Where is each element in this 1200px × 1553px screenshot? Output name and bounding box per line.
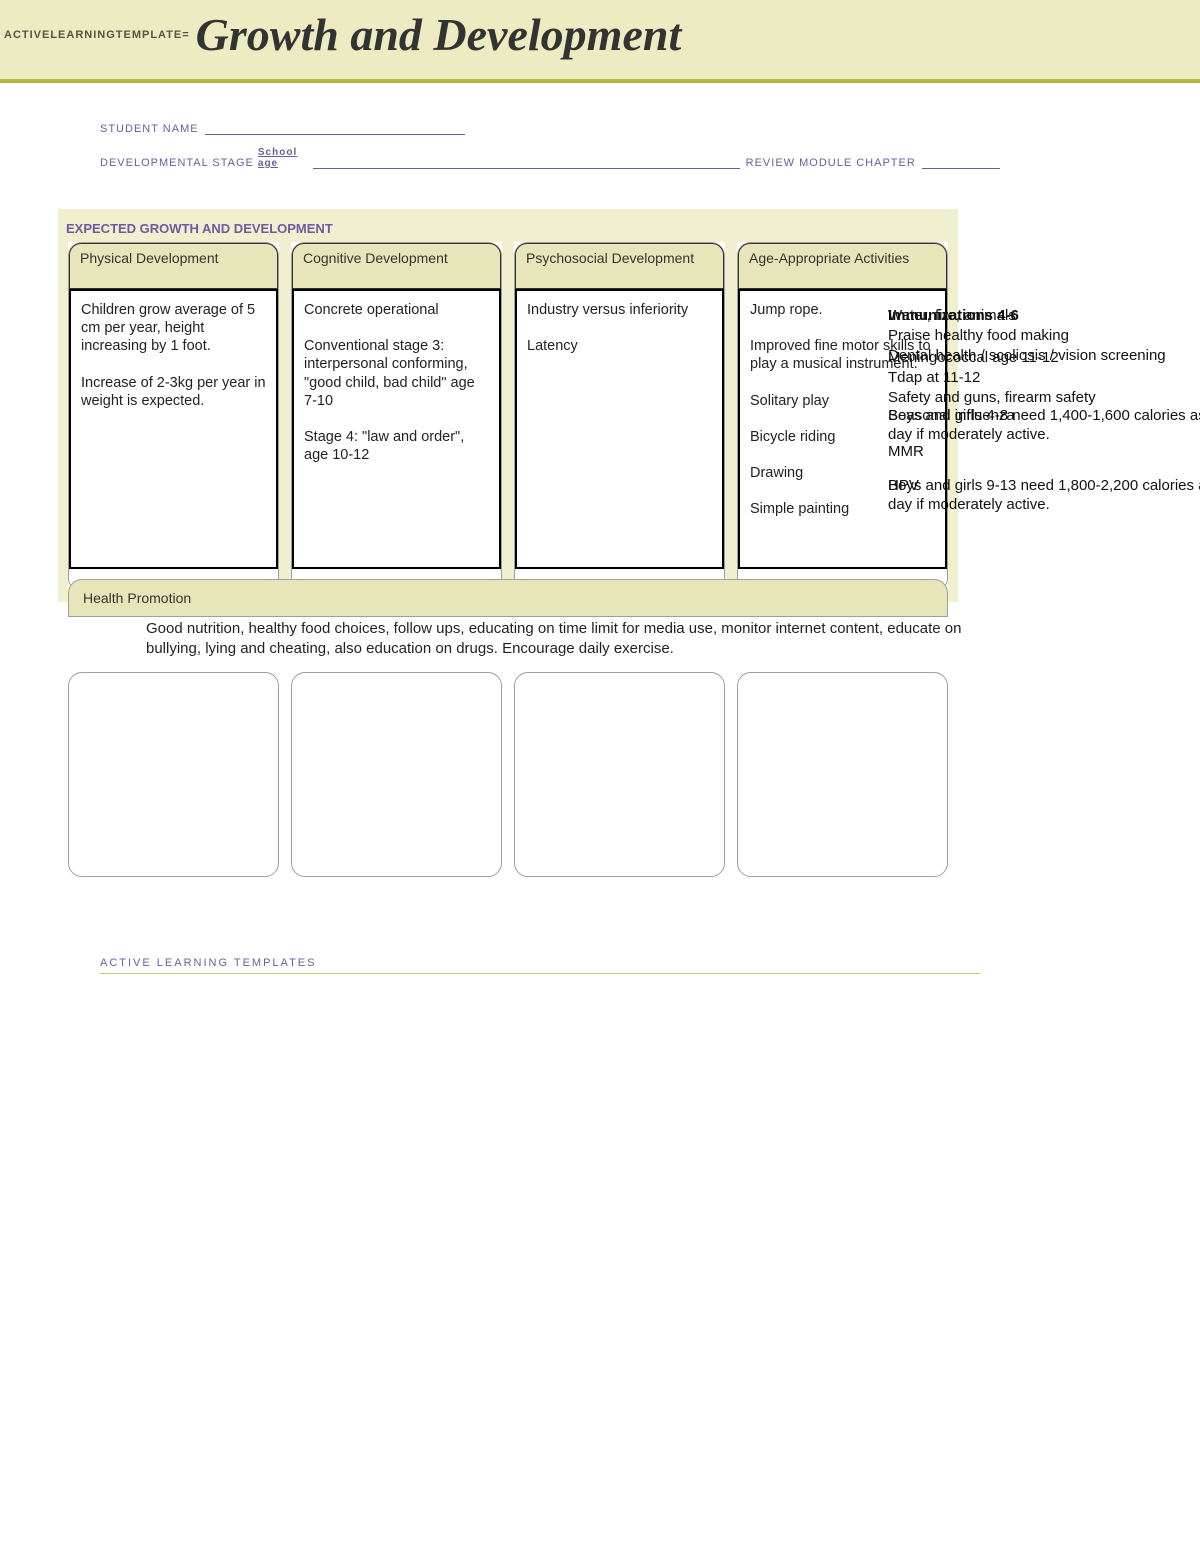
col-cognitive-frame: Cognitive Development Concrete operation… — [291, 242, 502, 592]
health-promotion-head: Health Promotion — [68, 579, 948, 617]
template-prefix: ACTIVELEARNINGTEMPLATE= — [0, 29, 190, 41]
lower-frame-3 — [514, 672, 725, 877]
top-grid: Physical Development Children grow avera… — [58, 242, 958, 592]
section-bg: EXPECTED GROWTH AND DEVELOPMENT Physical… — [58, 209, 958, 602]
col-psychosocial-text: Industry versus inferiority Latency — [515, 289, 724, 569]
student-name-label: STUDENT NAME — [100, 123, 199, 135]
header-inner: ACTIVELEARNINGTEMPLATE= Growth and Devel… — [0, 8, 1200, 61]
col-physical-head: Physical Development — [69, 243, 278, 289]
health-promotion-text: Good nutrition, healthy food choices, fo… — [146, 619, 988, 660]
lower-grid — [58, 672, 958, 877]
stage-chapter-row: DEVELOPMENTAL STAGE School age REVIEW MO… — [100, 147, 1000, 169]
col-cognitive: Cognitive Development Concrete operation… — [291, 242, 502, 592]
ov-water-fire: Water, fire, animals — [888, 307, 1016, 326]
header-band: ACTIVELEARNINGTEMPLATE= Growth and Devel… — [0, 0, 1200, 83]
col-psychosocial-head: Psychosocial Development — [515, 243, 724, 289]
ov-mmr: MMR — [888, 443, 924, 462]
section-title: EXPECTED GROWTH AND DEVELOPMENT — [58, 209, 958, 242]
content-wrap: EXPECTED GROWTH AND DEVELOPMENT Physical… — [58, 209, 958, 877]
ov-cal48: Boys and girls 4-8 need 1,400-1,600 calo… — [888, 407, 1200, 445]
col-physical-frame: Physical Development Children grow avera… — [68, 242, 279, 592]
ov-cal913: Boys and girls 9-13 need 1,800-2,200 cal… — [888, 477, 1200, 515]
student-name-row: STUDENT NAME — [100, 123, 1200, 135]
ov-meningo: Meningococcal age 11-12 — [888, 349, 1059, 368]
col-cognitive-head: Cognitive Development — [292, 243, 501, 289]
footer: ACTIVE LEARNING TEMPLATES — [100, 957, 980, 974]
ov-praise-food: Praise healthy food making — [888, 327, 1069, 346]
stage-label: DEVELOPMENTAL STAGE — [100, 157, 254, 169]
col-physical: Physical Development Children grow avera… — [68, 242, 279, 592]
col-psychosocial-frame: Psychosocial Development Industry versus… — [514, 242, 725, 592]
lower-frame-2 — [291, 672, 502, 877]
col-cognitive-text: Concrete operational Conventional stage … — [292, 289, 501, 569]
stage-line — [313, 157, 739, 169]
page-title: Growth and Development — [196, 8, 682, 61]
ov-tdap: Tdap at 11-12 — [888, 369, 980, 388]
col-activities-head: Age-Appropriate Activities — [738, 243, 947, 289]
col-physical-text: Children grow average of 5 cm per year, … — [69, 289, 278, 569]
lower-frame-1 — [68, 672, 279, 877]
ov-safety-guns: Safety and guns, firearm safety — [888, 389, 1096, 408]
stage-value: School age — [258, 147, 308, 169]
col-psychosocial: Psychosocial Development Industry versus… — [514, 242, 725, 592]
lower-frame-4 — [737, 672, 948, 877]
health-promotion: Health Promotion Good nutrition, healthy… — [68, 579, 948, 617]
chapter-line — [922, 157, 1000, 169]
student-name-line — [205, 123, 465, 135]
chapter-label: REVIEW MODULE CHAPTER — [746, 157, 916, 169]
meta-block: STUDENT NAME DEVELOPMENTAL STAGE School … — [0, 83, 1200, 169]
